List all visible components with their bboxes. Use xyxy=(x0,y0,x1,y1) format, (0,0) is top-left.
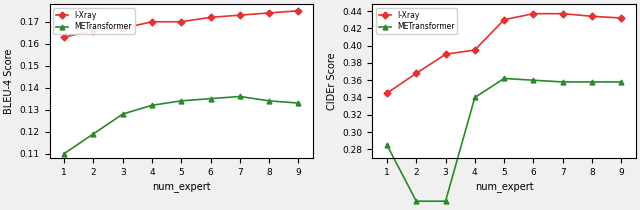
Line: METransformer: METransformer xyxy=(385,76,623,204)
I-Xray xyxy=(148,21,156,23)
METransformer xyxy=(119,113,127,115)
METransformer xyxy=(207,97,214,100)
Y-axis label: BLEU-4 Score: BLEU-4 Score xyxy=(4,48,14,114)
I-Xray xyxy=(90,29,97,32)
X-axis label: num_expert: num_expert xyxy=(152,182,211,193)
I-Xray xyxy=(529,12,537,15)
METransformer xyxy=(618,81,625,83)
METransformer xyxy=(442,200,449,202)
I-Xray xyxy=(412,72,420,75)
METransformer xyxy=(559,81,566,83)
METransformer xyxy=(177,100,185,102)
X-axis label: num_expert: num_expert xyxy=(475,182,533,193)
Legend: I-Xray, METransformer: I-Xray, METransformer xyxy=(376,8,458,34)
I-Xray xyxy=(383,92,391,94)
I-Xray xyxy=(618,17,625,19)
Line: METransformer: METransformer xyxy=(62,94,301,156)
I-Xray xyxy=(442,53,449,56)
Line: I-Xray: I-Xray xyxy=(62,8,301,39)
METransformer xyxy=(529,79,537,81)
METransformer xyxy=(60,152,68,155)
I-Xray xyxy=(588,15,596,17)
Line: I-Xray: I-Xray xyxy=(385,11,623,96)
METransformer xyxy=(90,133,97,135)
Legend: I-Xray, METransformer: I-Xray, METransformer xyxy=(53,8,134,34)
METransformer xyxy=(294,102,302,104)
METransformer xyxy=(266,100,273,102)
I-Xray xyxy=(236,14,244,16)
I-Xray xyxy=(266,12,273,14)
METransformer xyxy=(500,77,508,80)
I-Xray xyxy=(294,9,302,12)
METransformer xyxy=(471,96,479,99)
I-Xray xyxy=(207,16,214,19)
I-Xray xyxy=(177,21,185,23)
METransformer xyxy=(148,104,156,106)
I-Xray xyxy=(119,27,127,30)
I-Xray xyxy=(500,18,508,21)
METransformer xyxy=(588,81,596,83)
METransformer xyxy=(236,95,244,98)
I-Xray xyxy=(60,36,68,38)
I-Xray xyxy=(471,49,479,51)
Y-axis label: CIDEr Score: CIDEr Score xyxy=(327,52,337,110)
METransformer xyxy=(412,200,420,202)
I-Xray xyxy=(559,12,566,15)
METransformer xyxy=(383,144,391,146)
